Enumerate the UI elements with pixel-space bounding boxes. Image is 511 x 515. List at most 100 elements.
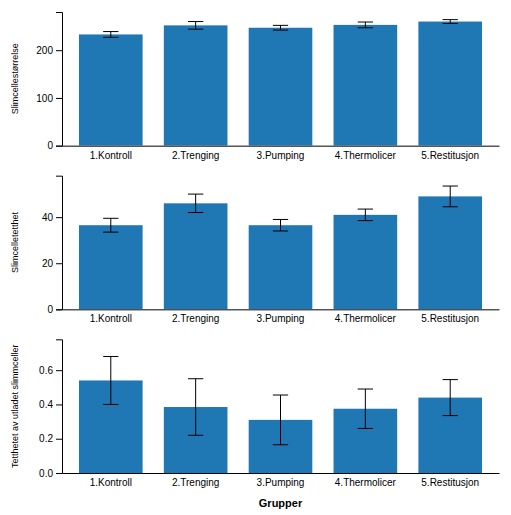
tick-label: 4.Thermolicer [335, 477, 397, 488]
tick-label: 0.0 [39, 468, 53, 479]
tick-label: 5.Restitusjon [421, 477, 479, 488]
error-bar-cap [188, 435, 203, 436]
tick-mark [56, 263, 62, 264]
tick-label: 3.Pumping [257, 313, 305, 324]
error-bar [358, 22, 373, 28]
tick-mark [56, 473, 62, 474]
bar [164, 25, 228, 145]
tick-mark [56, 146, 62, 147]
tick-label: 0 [47, 304, 53, 315]
y-axis: 0 20 40 [42, 176, 63, 315]
error-bar [273, 395, 288, 445]
error-bar-line [110, 356, 111, 404]
error-bar-cap [358, 389, 373, 390]
y-axis-label: Slimcelletetthet [10, 211, 20, 273]
bar [334, 25, 398, 146]
tick-label: 1.Kontroll [90, 477, 132, 488]
x-axis: 1.Kontroll 2.Trenging 3.Pumping 4.Thermolic… [63, 310, 500, 325]
tick-label: 2.Trenging [172, 150, 219, 161]
tick-label: 2.Trenging [172, 477, 219, 488]
error-bar-line [450, 186, 451, 207]
error-bar-line [450, 380, 451, 416]
tick: 0.6 [39, 365, 62, 376]
tick: 0.0 [39, 468, 62, 479]
error-bar-cap [188, 194, 203, 195]
tick: 0 [47, 304, 62, 315]
tick-label: 1.Kontroll [90, 150, 132, 161]
tick: 2.Trenging [172, 150, 219, 161]
error-bar-line [365, 209, 366, 221]
tick: 2.Trenging [172, 477, 219, 488]
error-bar-cap [443, 19, 458, 20]
error-bar-cap [443, 206, 458, 207]
error-bar-line [110, 32, 111, 38]
error-bar-line [195, 379, 196, 436]
error-bar-cap [103, 31, 118, 32]
bar [79, 34, 143, 145]
bar [79, 225, 143, 309]
chart: 01002001.Kontroll2.Trenging3.Pumping4.Th… [0, 0, 511, 515]
tick-label: 4.Thermolicer [335, 150, 397, 161]
tick: 3.Pumping [257, 150, 305, 161]
error-bar [188, 194, 203, 212]
error-bar-cap [103, 356, 118, 357]
error-bar-cap [273, 230, 288, 231]
error-bar [443, 20, 458, 24]
tick-label: 200 [36, 45, 53, 56]
tick: 0.4 [39, 399, 62, 410]
tick-label: 3.Pumping [257, 477, 305, 488]
error-bar [273, 25, 288, 30]
tick-label: 1.Kontroll [90, 313, 132, 324]
tick-mark [56, 217, 62, 218]
error-bar-line [280, 25, 281, 30]
tick: 1.Kontroll [90, 313, 132, 324]
tick-mark [56, 50, 62, 51]
error-bar-cap [103, 37, 118, 38]
panel: 01002001.Kontroll2.Trenging3.Pumping4.Th… [36, 13, 499, 161]
tick: 5.Restitusjon [421, 313, 479, 324]
axis-line [63, 473, 500, 474]
error-bar [188, 379, 203, 436]
tick-label: 5.Restitusjon [421, 150, 479, 161]
error-bar-cap [103, 404, 118, 405]
error-bar-cap [103, 218, 118, 219]
error-bar-cap [443, 415, 458, 416]
error-bar [103, 218, 118, 232]
error-bar [443, 186, 458, 207]
tick-mark [56, 309, 62, 310]
tick: 4.Thermolicer [335, 477, 397, 488]
error-bar-line [195, 22, 196, 30]
error-bar [358, 389, 373, 428]
error-bar-line [195, 194, 196, 212]
x-axis: 1.Kontroll 2.Trenging 3.Pumping 4.Thermolic… [63, 474, 500, 489]
tick-label: 0.2 [39, 433, 53, 444]
error-bar-cap [188, 29, 203, 30]
error-bar-cap [273, 25, 288, 26]
tick: 4.Thermolicer [335, 150, 397, 161]
error-bar [103, 356, 118, 404]
tick-label: 4.Thermolicer [335, 313, 397, 324]
bar [334, 215, 398, 309]
bar [164, 203, 228, 309]
tick-label: 0 [47, 140, 53, 151]
tick: 3.Pumping [257, 313, 305, 324]
tick: 40 [42, 212, 62, 223]
error-bar-cap [358, 27, 373, 28]
tick-label: 2.Trenging [172, 313, 219, 324]
tick-label: 20 [42, 258, 54, 269]
tick: 0 [47, 140, 62, 151]
error-bar-cap [358, 209, 373, 210]
axis-line [63, 309, 500, 310]
error-bar-cap [188, 378, 203, 379]
error-bar-cap [443, 379, 458, 380]
error-bar-cap [273, 395, 288, 396]
y-axis: 0.0 0.2 0.4 0.6 [39, 340, 62, 479]
bar [249, 225, 313, 309]
tick: 5.Restitusjon [421, 150, 479, 161]
y-axis: 0100200 [36, 13, 62, 152]
tick: 20 [42, 258, 62, 269]
error-bar-cap [358, 22, 373, 23]
bar [249, 28, 313, 146]
tick-label: 0.4 [39, 399, 53, 410]
error-bar-cap [273, 444, 288, 445]
